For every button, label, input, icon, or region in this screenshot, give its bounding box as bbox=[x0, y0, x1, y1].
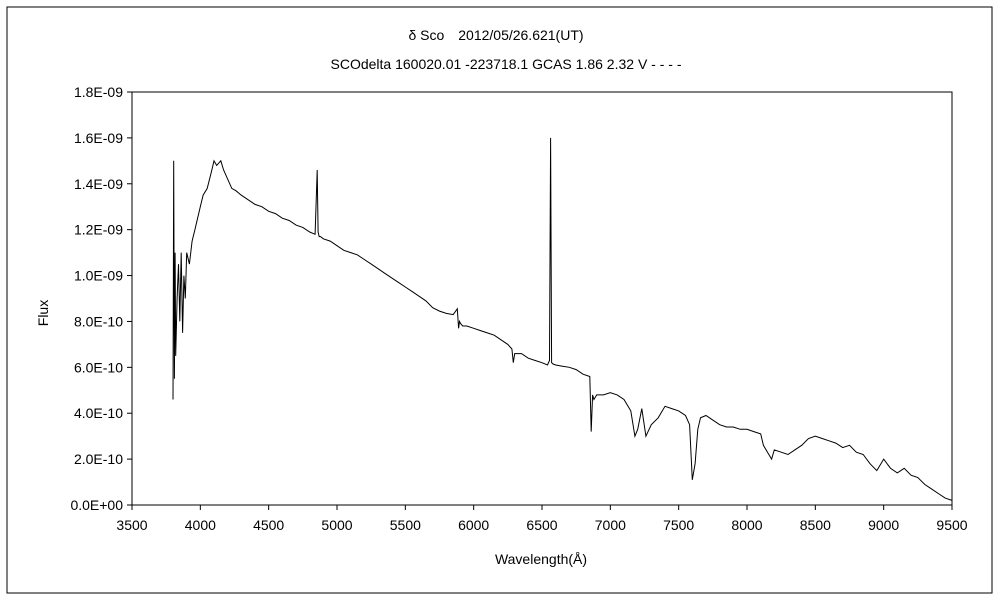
y-tick-label: 8.0E-10 bbox=[74, 313, 123, 329]
x-tick-label: 8500 bbox=[800, 517, 831, 533]
y-tick-label: 6.0E-10 bbox=[74, 359, 123, 375]
x-tick-label: 6500 bbox=[526, 517, 557, 533]
x-tick-label: 9000 bbox=[868, 517, 899, 533]
x-tick-label: 3500 bbox=[116, 517, 147, 533]
x-axis: 3500 4000 4500 5000 5500 6000 6500 7000 7500 8000… bbox=[116, 505, 968, 533]
spectrum-line bbox=[172, 137, 953, 501]
chart-subtitle: SCOdelta 160020.01 -223718.1 GCAS 1.86 2… bbox=[331, 56, 682, 72]
x-tick-label: 9500 bbox=[936, 517, 967, 533]
y-tick-label: 1.0E-09 bbox=[74, 268, 123, 284]
x-tick-label: 7500 bbox=[663, 517, 694, 533]
y-axis-label: Flux bbox=[35, 300, 51, 326]
chart-title: δ Sco 2012/05/26.621(UT) bbox=[408, 27, 583, 43]
x-tick-label: 8000 bbox=[731, 517, 762, 533]
x-tick-label: 7000 bbox=[595, 517, 626, 533]
y-tick-label: 4.0E-10 bbox=[74, 405, 123, 421]
x-tick-label: 5000 bbox=[321, 517, 352, 533]
y-tick-label: 1.6E-09 bbox=[74, 130, 123, 146]
y-tick-label: 1.4E-09 bbox=[74, 176, 123, 192]
y-tick-label: 0.0E+00 bbox=[70, 497, 123, 513]
x-tick-label: 4000 bbox=[185, 517, 216, 533]
y-axis: 0.0E+00 2.0E-10 4.0E-10 6.0E-10 8.0E-10 1.0E-… bbox=[70, 84, 132, 513]
x-axis-label: Wavelength(Å) bbox=[495, 551, 587, 567]
y-tick-label: 2.0E-10 bbox=[74, 451, 123, 467]
x-tick-label: 6000 bbox=[458, 517, 489, 533]
y-tick-label: 1.8E-09 bbox=[74, 84, 123, 100]
y-tick-label: 1.2E-09 bbox=[74, 222, 123, 238]
chart-outer-border bbox=[6, 6, 993, 594]
x-tick-label: 5500 bbox=[390, 517, 421, 533]
x-tick-label: 4500 bbox=[253, 517, 284, 533]
